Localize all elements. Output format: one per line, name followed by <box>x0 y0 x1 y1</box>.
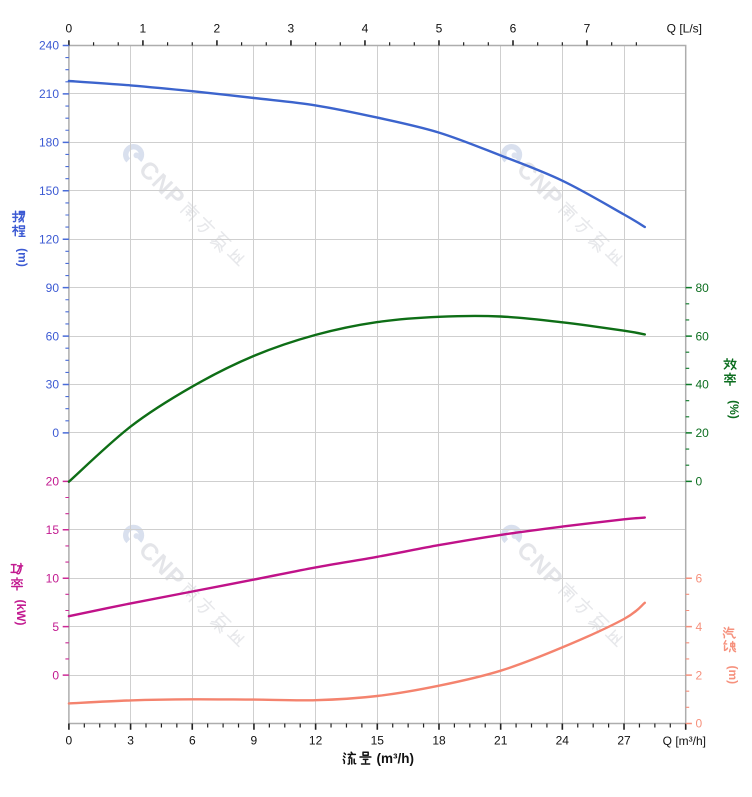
svg-text:(m): (m) <box>726 665 740 684</box>
svg-text:Q [m³/h]: Q [m³/h] <box>663 734 706 748</box>
svg-text:210: 210 <box>39 87 59 101</box>
svg-text:40: 40 <box>696 378 710 392</box>
svg-text:0: 0 <box>696 717 703 731</box>
svg-text:3: 3 <box>127 734 134 748</box>
svg-text:12: 12 <box>309 734 323 748</box>
svg-text:15: 15 <box>371 734 385 748</box>
svg-text:6: 6 <box>189 734 196 748</box>
svg-text:10: 10 <box>46 571 60 585</box>
svg-text:6: 6 <box>510 22 517 36</box>
svg-text:150: 150 <box>39 184 59 198</box>
svg-text:2: 2 <box>214 22 221 36</box>
svg-text:(%): (%) <box>727 400 741 419</box>
svg-text:15: 15 <box>46 523 60 537</box>
svg-text:4: 4 <box>696 620 703 634</box>
svg-text:0: 0 <box>52 426 59 440</box>
svg-text:30: 30 <box>46 378 60 392</box>
svg-text:0: 0 <box>52 668 59 682</box>
svg-text:6: 6 <box>696 571 703 585</box>
svg-text:(kW): (kW) <box>14 600 28 626</box>
svg-text:0: 0 <box>696 475 703 489</box>
svg-text:60: 60 <box>696 329 710 343</box>
svg-text:80: 80 <box>696 281 710 295</box>
svg-text:5: 5 <box>436 22 443 36</box>
svg-text:(m): (m) <box>16 248 30 267</box>
svg-text:27: 27 <box>617 734 631 748</box>
svg-text:2: 2 <box>696 668 703 682</box>
svg-text:20: 20 <box>46 475 60 489</box>
svg-text:240: 240 <box>39 39 59 53</box>
svg-text:0: 0 <box>66 22 73 36</box>
svg-text:4: 4 <box>362 22 369 36</box>
svg-text:24: 24 <box>556 734 570 748</box>
svg-text:90: 90 <box>46 281 60 295</box>
svg-text:60: 60 <box>46 329 60 343</box>
svg-text:20: 20 <box>696 426 710 440</box>
svg-text:9: 9 <box>251 734 258 748</box>
svg-text:3: 3 <box>288 22 295 36</box>
svg-text:21: 21 <box>494 734 508 748</box>
svg-text:Q [L/s]: Q [L/s] <box>667 22 702 36</box>
svg-text:5: 5 <box>52 620 59 634</box>
svg-text:(m³/h): (m³/h) <box>377 751 415 766</box>
svg-text:1: 1 <box>140 22 147 36</box>
svg-text:7: 7 <box>584 22 591 36</box>
svg-text:0: 0 <box>66 734 73 748</box>
svg-text:180: 180 <box>39 136 59 150</box>
svg-text:18: 18 <box>432 734 446 748</box>
svg-text:120: 120 <box>39 232 59 246</box>
